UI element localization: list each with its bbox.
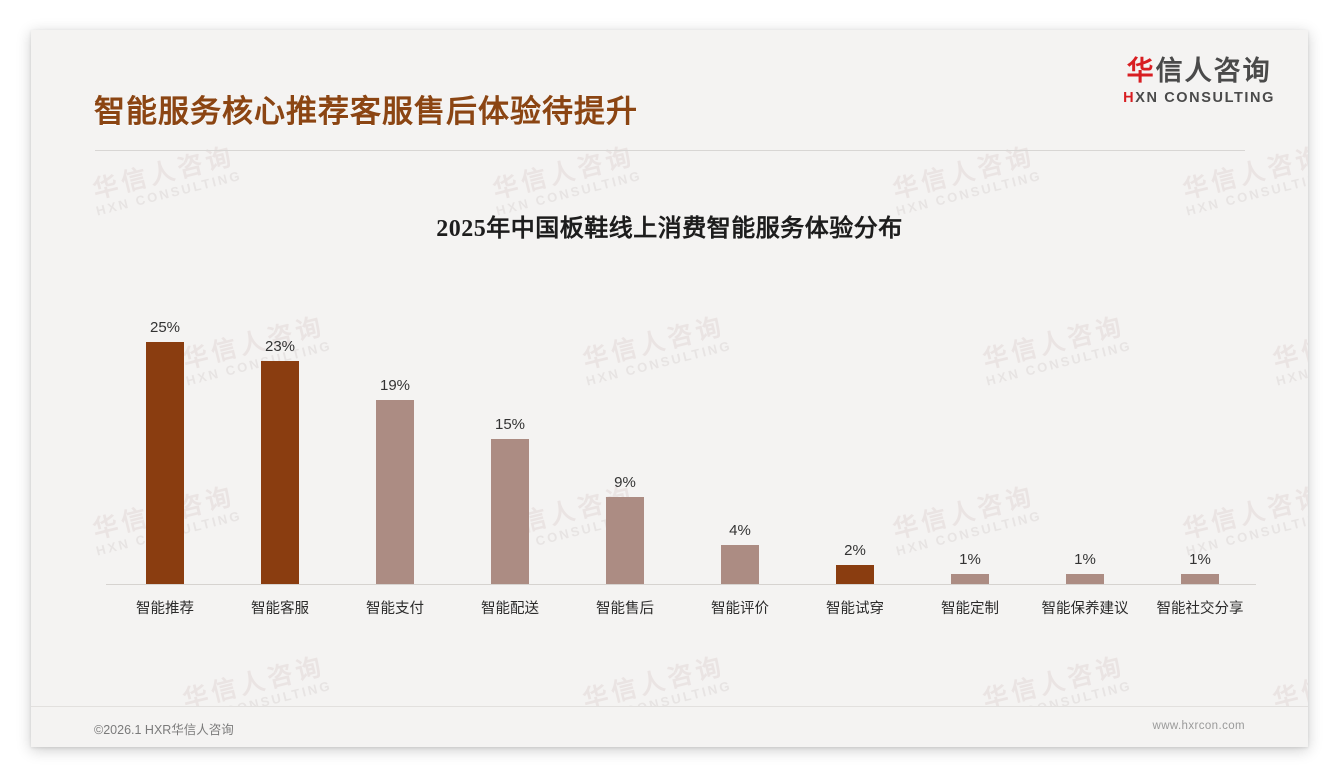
- logo-chinese-rest: 信人咨询: [1155, 56, 1272, 86]
- watermark-english: HXN CONSULTING: [1274, 338, 1308, 389]
- bar-value-label: 1%: [1074, 551, 1096, 569]
- bar[interactable]: [951, 574, 989, 584]
- category-label: 智能社交分享: [1156, 601, 1244, 617]
- category-label: 智能试穿: [826, 601, 884, 617]
- watermark-chinese: 华信人咨询: [1270, 652, 1308, 715]
- logo-hua-character: 华: [1126, 56, 1156, 86]
- bar-column[interactable]: 4%: [681, 522, 799, 584]
- logo-english: HXN CONSULTING: [1123, 91, 1275, 106]
- bar[interactable]: [1066, 574, 1104, 584]
- bar-value-label: 4%: [729, 522, 751, 540]
- bar[interactable]: [1181, 574, 1219, 584]
- watermark-chinese: 华信人咨询: [1270, 312, 1308, 375]
- bar[interactable]: [721, 545, 759, 584]
- bar-value-label: 2%: [844, 541, 866, 559]
- bar[interactable]: [836, 564, 874, 584]
- logo-chinese: 华信人咨询: [1123, 58, 1275, 85]
- bar-value-label: 23%: [264, 338, 296, 356]
- bar-chart-plot: 25% 23% 19% 15% 9% 4% 2% 1% 1% 1%: [76, 280, 1271, 585]
- bar-column[interactable]: 25%: [106, 319, 224, 584]
- category-label: 智能评价: [711, 601, 769, 617]
- bar-column[interactable]: 23%: [221, 338, 339, 584]
- bar-value-label: 25%: [149, 319, 181, 336]
- logo-h-character: H: [1123, 90, 1136, 106]
- bar-value-label: 19%: [379, 377, 411, 395]
- bar-column[interactable]: 15%: [451, 416, 569, 584]
- category-label: 智能推荐: [136, 601, 194, 617]
- bar-column[interactable]: 19%: [336, 377, 454, 584]
- category-label: 智能保养建议: [1041, 601, 1129, 617]
- bar-value-label: 15%: [494, 415, 526, 433]
- slide-footer: ©2026.1 HXR华信人咨询 www.hxrcon.com: [31, 706, 1308, 747]
- bar-column[interactable]: 1%: [1141, 551, 1259, 584]
- website-link[interactable]: www.hxrcon.com: [1152, 720, 1245, 732]
- slide-header: 智能服务核心推荐客服售后体验待提升 华信人咨询 HXN CONSULTING: [31, 30, 1308, 152]
- bar-column[interactable]: 1%: [911, 551, 1029, 584]
- category-label: 智能客服: [251, 601, 309, 617]
- company-logo: 华信人咨询 HXN CONSULTING: [1123, 58, 1275, 106]
- category-label: 智能配送: [481, 601, 539, 617]
- header-divider: [95, 150, 1245, 151]
- copyright-text: ©2026.1 HXR华信人咨询: [94, 723, 234, 737]
- bar-column[interactable]: 2%: [796, 542, 914, 584]
- x-axis-baseline: [106, 584, 1256, 585]
- bar-column[interactable]: 9%: [566, 474, 684, 584]
- bar-value-label: 1%: [959, 551, 981, 569]
- bar[interactable]: [146, 342, 184, 584]
- bar[interactable]: [491, 438, 529, 584]
- bar[interactable]: [261, 361, 299, 584]
- watermark-chinese: 华信人咨询: [180, 652, 328, 715]
- category-label: 智能售后: [596, 601, 654, 617]
- category-label: 智能定制: [941, 601, 999, 617]
- bar-value-label: 9%: [614, 473, 636, 491]
- category-label: 智能支付: [366, 601, 424, 617]
- bar[interactable]: [606, 496, 644, 584]
- chart-title: 2025年中国板鞋线上消费智能服务体验分布: [436, 216, 903, 242]
- watermark-chinese: 华信人咨询: [580, 652, 728, 715]
- bar-column[interactable]: 1%: [1026, 551, 1144, 584]
- bar-value-label: 1%: [1189, 551, 1211, 569]
- page-title: 智能服务核心推荐客服售后体验待提升: [94, 94, 638, 129]
- bar[interactable]: [376, 400, 414, 584]
- logo-english-rest: XN CONSULTING: [1135, 90, 1275, 106]
- watermark-chinese: 华信人咨询: [980, 652, 1128, 715]
- slide-card: 华信人咨询 HXN CONSULTING 华信人咨询 HXN CONSULTING 华信…: [31, 30, 1308, 747]
